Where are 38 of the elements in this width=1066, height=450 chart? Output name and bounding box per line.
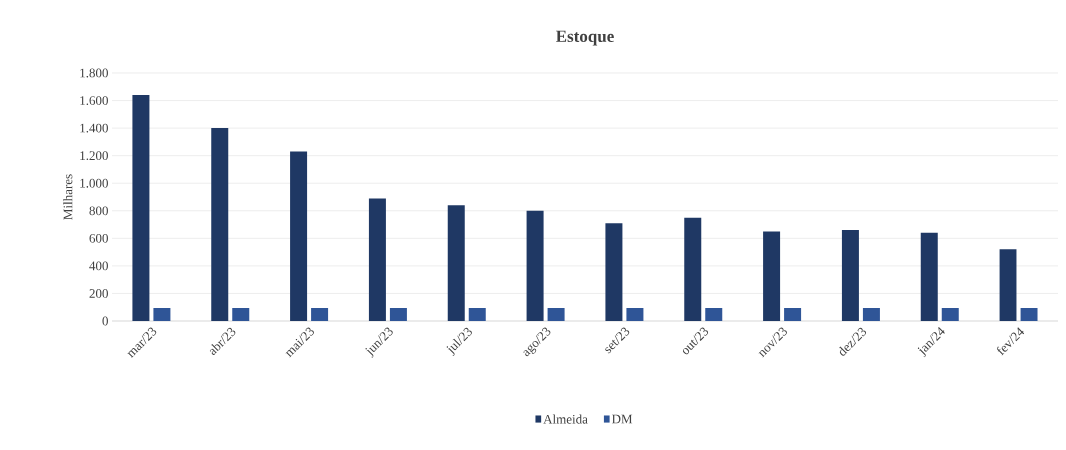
bar [526, 210, 544, 321]
bar [626, 307, 644, 321]
bar [447, 205, 465, 321]
y-tick-label: 1.200 [80, 151, 108, 161]
bar [605, 223, 623, 321]
bar [468, 307, 486, 321]
y-tick-label: 1.800 [80, 68, 108, 78]
bar [389, 307, 407, 321]
legend-label: DM [611, 414, 633, 424]
bar [368, 198, 386, 321]
legend-label: Almeida [543, 414, 588, 424]
bar [941, 307, 959, 321]
y-tick-label: 0 [102, 316, 108, 326]
bar [311, 307, 329, 321]
bar [841, 230, 859, 321]
y-tick-label: 400 [89, 261, 108, 271]
y-tick-label: 600 [89, 233, 108, 243]
bar [705, 307, 723, 321]
chart-title: Estoque [556, 30, 614, 46]
y-tick-label: 1.400 [80, 123, 108, 133]
bar [784, 307, 802, 321]
bar [1020, 307, 1038, 321]
bar [999, 249, 1017, 321]
y-tick-label: 200 [89, 289, 108, 298]
y-axis-title: Milhares [63, 174, 73, 220]
bar [232, 307, 250, 321]
bar [132, 95, 150, 321]
bar [920, 232, 938, 321]
bar [547, 307, 565, 321]
bar [290, 151, 308, 321]
y-tick-label: 1.000 [80, 178, 108, 188]
bar [763, 231, 781, 321]
bar [862, 307, 880, 321]
bar [211, 128, 229, 321]
y-tick-label: 800 [89, 206, 108, 216]
bar [153, 307, 171, 321]
y-tick-label: 1.600 [80, 96, 108, 105]
bar [684, 217, 702, 321]
